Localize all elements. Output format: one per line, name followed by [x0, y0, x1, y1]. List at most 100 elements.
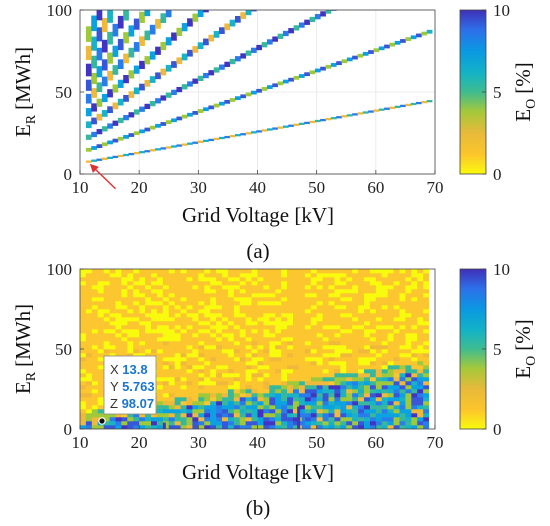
heatmap-cell: [310, 369, 317, 374]
heatmap-cell: [127, 333, 134, 338]
heatmap-cell: [293, 421, 300, 426]
heatmap-cell: [387, 417, 394, 422]
heatmap-cell: [387, 341, 394, 346]
heatmap-cell: [80, 357, 87, 362]
heatmap-cell: [222, 309, 229, 314]
heatmap-cell: [328, 321, 335, 326]
heatmap-cell: [369, 329, 377, 334]
colorbar-tick-label: 10: [493, 1, 510, 20]
heatmap-cell: [91, 389, 99, 394]
heatmap-cell: [322, 329, 329, 334]
heatmap-cell: [198, 405, 205, 410]
heatmap-cell: [275, 329, 282, 334]
heatmap-cell: [310, 401, 317, 406]
heatmap-cell: [251, 345, 258, 350]
heatmap-cell: [346, 305, 353, 310]
heatmap-cell: [269, 417, 276, 422]
heatmap-cell: [91, 409, 99, 414]
datatip[interactable]: X 13.8 Y 5.763 Z 98.07: [98, 355, 157, 425]
heatmap-cell: [174, 417, 181, 422]
heatmap-cell: [80, 333, 87, 338]
spike: [297, 406, 301, 429]
heatmap-cell: [393, 301, 400, 306]
heatmap-cell: [239, 293, 246, 298]
heatmap-cell: [210, 381, 217, 386]
heatmap-cell: [162, 377, 170, 382]
band-cell: [96, 27, 103, 42]
heatmap-cell: [381, 393, 388, 398]
heatmap-cell: [328, 269, 335, 274]
heatmap-cell: [417, 297, 424, 302]
heatmap-cell: [127, 321, 134, 326]
heatmap-cell: [281, 269, 288, 274]
heatmap-cell: [340, 421, 347, 426]
heatmap-cell: [168, 373, 175, 378]
heatmap-cell: [174, 281, 181, 286]
heatmap-cell: [227, 301, 235, 306]
band-cell: [91, 88, 97, 98]
heatmap-cell: [210, 333, 217, 338]
heatmap-cell: [411, 393, 418, 398]
heatmap-cell: [198, 345, 205, 350]
heatmap-cell: [204, 317, 211, 322]
heatmap-cell: [227, 317, 235, 322]
heatmap-cell: [216, 389, 223, 394]
heatmap-cell: [381, 317, 388, 322]
heatmap-cell: [310, 421, 317, 426]
heatmap-cell: [168, 385, 175, 390]
band-cell: [101, 59, 108, 71]
heatmap-cell: [316, 281, 323, 286]
datatip-marker[interactable]: [98, 417, 106, 425]
heatmap-cell: [156, 369, 164, 374]
band-cell: [229, 98, 236, 102]
heatmap-cell: [127, 417, 134, 422]
heatmap-cell: [233, 421, 241, 426]
heatmap-cell: [210, 385, 217, 390]
heatmap-cell: [145, 421, 152, 426]
heatmap-cell: [239, 425, 246, 429]
heatmap-cell: [174, 293, 181, 298]
band-cell: [192, 141, 199, 144]
heatmap-cell: [340, 337, 347, 342]
heatmap-cell: [334, 329, 341, 334]
heatmap-cell: [293, 389, 300, 394]
heatmap-cell: [91, 413, 99, 418]
heatmap-cell: [103, 313, 110, 318]
heatmap-cell: [369, 389, 377, 394]
heatmap-cell: [352, 357, 359, 362]
heatmap-cell: [85, 337, 93, 342]
heatmap-cell: [346, 373, 353, 378]
band-cell: [320, 11, 326, 17]
heatmap-cell: [127, 413, 134, 418]
heatmap-cell: [310, 405, 317, 410]
heatmap-cell: [151, 309, 158, 314]
heatmap-cell: [245, 353, 252, 358]
heatmap-cell: [257, 269, 264, 274]
heatmap-cell: [251, 273, 258, 278]
heatmap-cell: [281, 317, 288, 322]
heatmap-cell: [358, 389, 365, 394]
heatmap-cell: [198, 409, 205, 414]
heatmap-cell: [346, 309, 353, 314]
y-axis-label-b: ER[MWh]: [11, 304, 39, 394]
heatmap-cell: [269, 393, 276, 398]
heatmap-cell: [381, 293, 388, 298]
heatmap-cell: [85, 289, 93, 294]
heatmap-cell: [369, 361, 377, 366]
heatmap-cell: [174, 369, 181, 374]
heatmap-cell: [109, 413, 116, 418]
band-cell: [101, 110, 108, 117]
heatmap-cell: [204, 269, 211, 274]
svg-text:ER[MWh]: ER[MWh]: [11, 47, 39, 137]
heatmap-cell: [239, 321, 246, 326]
heatmap-cell: [91, 401, 99, 406]
heatmap-cell: [216, 321, 223, 326]
heatmap-cell: [97, 349, 104, 354]
heatmap-cell: [358, 333, 365, 338]
heatmap-cell: [275, 393, 282, 398]
band-cell: [133, 87, 140, 95]
heatmap-cell: [346, 421, 353, 426]
heatmap-cell: [275, 417, 282, 422]
heatmap-cell: [423, 381, 430, 386]
heatmap-cell: [97, 301, 104, 306]
